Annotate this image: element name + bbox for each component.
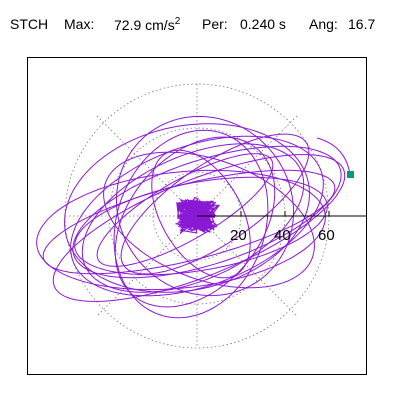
trace-loop	[81, 143, 305, 293]
trace-loop	[52, 154, 346, 302]
trace-loop	[114, 136, 276, 308]
trace-loop	[42, 169, 336, 275]
trace-end-marker	[347, 171, 354, 178]
trace-loop	[115, 115, 295, 297]
trace-loop	[103, 151, 315, 289]
trace-loop	[70, 135, 324, 297]
trace-tail	[316, 137, 351, 176]
trace-loop	[74, 176, 328, 276]
radial-axis: 20 40 60	[197, 211, 366, 244]
radial-tick-label-60: 60	[318, 227, 335, 244]
trace-loop	[151, 149, 251, 279]
station-code: STCH	[10, 16, 49, 32]
max-value-text: 72.9 cm/s	[114, 17, 175, 33]
particle-motion-trace	[36, 115, 351, 319]
trace-loop	[64, 123, 310, 293]
trace-loop	[96, 153, 274, 267]
trace-loop	[72, 145, 342, 279]
angle-label: Ang:	[309, 16, 338, 32]
angle-value: 16.7	[348, 16, 376, 32]
trace-origin-cluster	[174, 196, 221, 235]
max-value: 72.9 cm/s2	[114, 16, 180, 33]
max-value-exponent: 2	[174, 16, 181, 27]
radial-tick-label-20: 20	[230, 227, 247, 244]
period-value: 0.240 s	[240, 16, 286, 32]
period-label: Per:	[202, 16, 228, 32]
max-label: Max:	[64, 16, 95, 32]
trace-loop	[113, 129, 269, 319]
radial-tick-label-40: 40	[274, 227, 291, 244]
